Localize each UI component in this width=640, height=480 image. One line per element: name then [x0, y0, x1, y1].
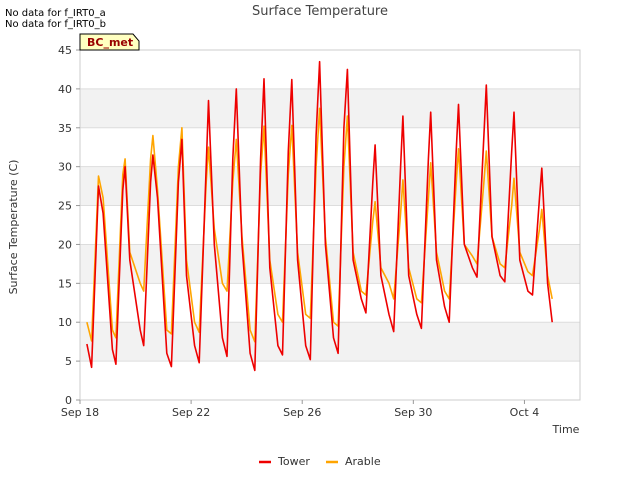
grid-bands	[80, 88, 580, 362]
x-tick-label: Oct 4	[510, 406, 540, 419]
grid-band	[80, 166, 580, 206]
x-tick-label: Sep 30	[394, 406, 432, 419]
legend: Tower Arable	[259, 455, 381, 468]
x-axis-ticks: Sep 18 Sep 22 Sep 26 Sep 30 Oct 4	[61, 400, 539, 419]
x-tick-label: Sep 18	[61, 406, 99, 419]
series-line-tower	[86, 60, 553, 372]
y-tick-label: 20	[58, 238, 72, 251]
y-tick-label: 25	[58, 200, 72, 213]
y-tick-label: 5	[65, 355, 72, 368]
x-tick-label: Sep 22	[172, 406, 210, 419]
y-axis-ticks: 0 5 10 15 20 25 30 35 40 45	[58, 44, 80, 407]
series-line-arable	[86, 107, 553, 343]
x-axis-label: Time	[552, 423, 580, 436]
y-tick-label: 40	[58, 83, 72, 96]
badge-shape	[79, 33, 140, 51]
badge-text: BC_met	[87, 36, 133, 49]
x-tick-label: Sep 26	[283, 406, 321, 419]
y-tick-label: 0	[65, 394, 72, 407]
y-tick-label: 15	[58, 277, 72, 290]
no-data-note-b: No data for f_IRT0_b	[5, 19, 106, 30]
no-data-note-a: No data for f_IRT0_a	[5, 8, 106, 19]
grid-band	[80, 88, 580, 128]
y-tick-label: 45	[58, 44, 72, 57]
y-tick-label: 10	[58, 316, 72, 329]
chart-title: Surface Temperature	[252, 4, 388, 19]
y-tick-label: 35	[58, 122, 72, 135]
y-tick-label: 30	[58, 161, 72, 174]
legend-label-arable: Arable	[345, 455, 381, 468]
plot-frame	[79, 49, 581, 401]
bc-met-badge: BC_met	[79, 33, 140, 51]
y-axis-label: Surface Temperature (C)	[7, 160, 20, 295]
grid-band	[80, 322, 580, 362]
legend-label-tower: Tower	[277, 455, 310, 468]
series-lines	[86, 60, 553, 372]
